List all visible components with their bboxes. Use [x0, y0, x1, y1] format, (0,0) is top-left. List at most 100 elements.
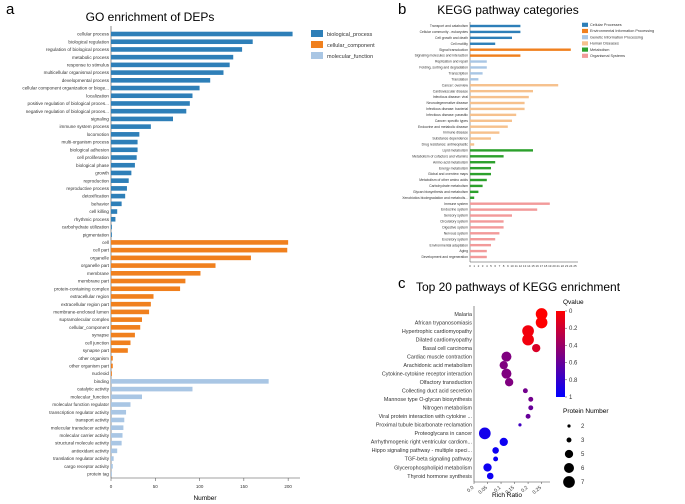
kegg-bar-signal-transduction [470, 48, 571, 51]
kegg-label-immune-disease: Immune disease [443, 131, 468, 135]
go-x-tick-label: 150 [240, 484, 248, 489]
panel-a-title: GO enrichment of DEPs [86, 10, 215, 24]
go-bar-cell [111, 240, 289, 245]
go-label-transport-activity: transport activity [76, 418, 110, 423]
pathway-label-nitrogen-metabolism: Nitrogen metabolism [423, 406, 473, 412]
panel-b-kegg-categories: b KEGG pathway categories Transport and … [398, 1, 654, 268]
go-bar-localization [111, 93, 193, 99]
size-legend-label: 7 [581, 480, 585, 486]
go-bar-catalytic-activity [111, 386, 193, 392]
kegg-x-tick-label: 6 [494, 264, 496, 268]
pathway-label-viral-protein-interaction-with-cytokine: Viral protein interaction with cytokine … [379, 414, 472, 420]
kegg-x-tick-label: 11 [515, 264, 518, 268]
panel-c-letter: c [398, 275, 406, 292]
kegg-label-energy-metabolism: Energy metabolism [439, 166, 468, 170]
go-label-biological-adhesion: biological adhesion [70, 147, 110, 152]
go-bar-rhythmic-process [111, 216, 116, 222]
kegg-label-infectious-disease-parasitic: Infectious disease: parasitic [426, 113, 468, 117]
go-label-cell-part: cell part [93, 248, 110, 253]
panel-a-letter: a [6, 1, 15, 18]
go-label-catalytic-activity: catalytic activity [77, 387, 110, 392]
size-legend-dot [564, 463, 574, 473]
go-label-organelle: organelle [90, 255, 109, 260]
kegg-bar-cardiovascular-disease [470, 89, 533, 93]
kegg-label-signal-transduction: Signal transduction [439, 48, 468, 52]
go-label-behavior: behavior [91, 201, 109, 206]
panel-c-kegg-enrichment: c Top 20 pathways of KEGG enrichment Mal… [371, 275, 621, 499]
go-bar-cargo-receptor-activity [111, 463, 113, 469]
kegg-label-environmental-adaptation: Environmental adaptation [430, 243, 469, 247]
go-bar-supramolecular-complex [111, 317, 142, 322]
kegg-bar-glycan-biosynthesis-and-metabolism [470, 190, 479, 194]
go-legend-swatch-biological-process [311, 30, 323, 37]
enrich-x-tick-label: 0.15 [505, 485, 516, 496]
go-label-pigmentation: pigmentation [83, 232, 110, 237]
kegg-label-folding-sorting-and-degradation: Folding, sorting and degradation [419, 66, 468, 70]
kegg-bar-environmental-adaptation [470, 243, 491, 247]
go-bar-cell-killing [111, 209, 118, 214]
go-bar-protein-tag [111, 471, 112, 477]
go-legend-label-cellular-component: cellular_component [327, 43, 375, 49]
kegg-label-xenobiotics-biodegradation-and-metabolis: Xenobiotics biodegradation and metabolis… [402, 196, 468, 200]
kegg-x-tick-label: 4 [486, 264, 488, 268]
kegg-x-tick-label: 7 [499, 264, 501, 268]
kegg-label-digestive-system: Digestive system [442, 225, 468, 229]
go-bar-cell-junction [111, 340, 131, 346]
go-label-detoxification: detoxification [82, 194, 109, 199]
go-label-membrane-enclosed-lumen: membrane-enclosed lumen [53, 309, 109, 314]
go-label-cargo-receptor-activity: cargo receptor activity [64, 464, 110, 469]
kegg-label-replication-and-repair: Replication and repair [435, 60, 469, 64]
go-label-extracellular-region: extracellular region [70, 294, 109, 299]
kegg-legend-swatch-human-diseases [582, 41, 588, 46]
go-label-cellular-component-organization-or-bioge: cellular component organization or bioge… [22, 86, 109, 91]
go-bar-membrane-enclosed-lumen [111, 309, 150, 315]
pathway-label-basal-cell-carcinoma: Basal cell carcinoma [423, 346, 472, 352]
go-label-developmental-process: developmental process [62, 78, 110, 83]
kegg-label-immune-system: Immune system [444, 202, 468, 206]
go-legend-swatch-cellular-component [311, 41, 323, 48]
pathway-label-thyroid-hormone-synthesis: Thyroid hormone synthesis [407, 474, 472, 480]
pathway-label-mannose-type-o-glycan-biosynthesis: Mannose type O-glycan biosynthesis [384, 397, 472, 403]
kegg-label-substance-dependence: Substance dependence [432, 137, 468, 141]
go-label-biological-regulation: biological regulation [68, 39, 109, 44]
kegg-x-tick-label: 8 [503, 264, 505, 268]
kegg-bar-signaling-molecules-and-interaction [470, 54, 521, 57]
panel-a-x-label: Number [193, 495, 217, 502]
pathway-label-arachidonic-acid-metabolism: Arachidonic acid metabolism [403, 363, 472, 369]
kegg-x-tick-label: 9 [507, 264, 509, 268]
panel-c-size-legend: Protein Number 2 3 5 6 7 [563, 408, 609, 488]
kegg-bar-translation [470, 78, 479, 81]
go-bar-protein-containing-complex [111, 286, 181, 292]
size-legend-label: 2 [581, 424, 585, 430]
go-bar-multi-organism-process [111, 139, 138, 145]
go-bar-developmental-process [111, 78, 211, 83]
enrich-x-tick-label: 0.05 [477, 485, 488, 496]
colorbar-gradient [556, 311, 565, 397]
go-label-supramolecular-complex: supramolecular complex [59, 317, 109, 322]
go-label-translation-regulator-activity: translation regulator activity [53, 456, 110, 461]
kegg-bar-drug-resistance-antineoplastic [470, 143, 475, 146]
pathway-label-african-trypanosomiasis: African trypanosomiasis [415, 320, 473, 326]
go-bar-molecular-function-regulator [111, 402, 131, 407]
kegg-bar-digestive-system [470, 226, 504, 229]
go-label-organelle-part: organelle part [81, 263, 110, 268]
pathway-point-cytokine-cytokine-receptor-interaction [501, 368, 512, 379]
go-bar-immune-system-process [111, 124, 151, 129]
go-bar-organelle-part [111, 263, 216, 268]
colorbar-tick-label: 0 [569, 309, 573, 315]
kegg-label-infectious-disease-bacterial: Infectious disease: bacterial [426, 107, 468, 111]
go-label-cell-proliferation: cell proliferation [77, 155, 110, 160]
pathway-point-thyroid-hormone-synthesis [486, 472, 494, 480]
go-bar-transport-activity [111, 417, 125, 423]
go-label-locomotion: locomotion [87, 132, 110, 137]
kegg-label-nervous-system: Nervous system [444, 231, 468, 235]
panel-a-go-chart: a GO enrichment of DEPs cellular process… [6, 1, 375, 502]
pathway-point-cardiac-muscle-contraction [501, 351, 512, 362]
kegg-label-neurodegenerative-disease: Neurodegenerative disease [427, 101, 469, 105]
kegg-x-tick-label: 21 [557, 264, 561, 268]
go-label-positive-regulation-of-biological-proces: positive regulation of biological proces… [28, 101, 109, 106]
go-label-response-to-stimulus: response to stimulus [67, 62, 110, 67]
panel-b-legend: Cellular Processes Environmental Informat… [582, 22, 654, 58]
kegg-legend-swatch-cellular-processes [582, 22, 588, 27]
